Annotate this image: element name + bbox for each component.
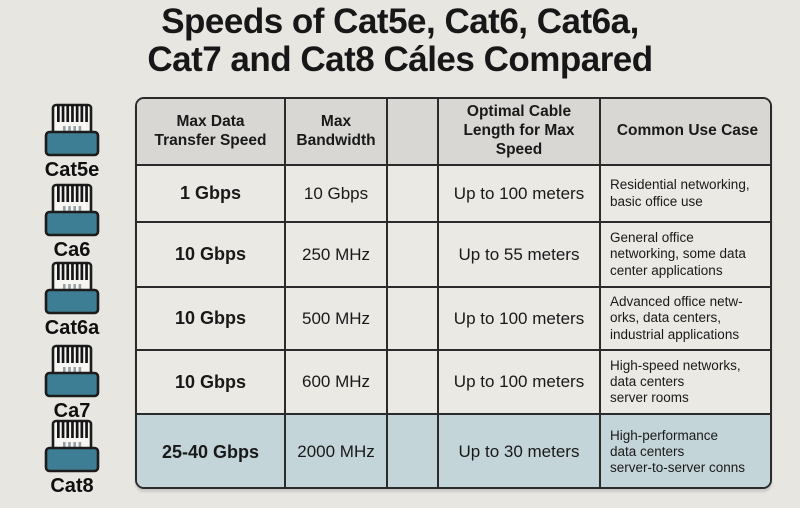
- cell-spacer: [386, 221, 439, 288]
- header-row: Max Data Transfer Speed Max Bandwidth Op…: [137, 99, 770, 166]
- cell-max-bandwidth: 250 MHz: [284, 221, 388, 288]
- cable-item-cat8: Cat8: [30, 419, 114, 498]
- table-row-cat8-highlighted: 25-40 Gbps 2000 MHz Up to 30 meters High…: [137, 413, 770, 487]
- title-line1: Speeds of Cat5e, Cat6, Cat6a,: [161, 2, 639, 41]
- cell-max-bandwidth: 500 MHz: [284, 286, 388, 351]
- cell-max-transfer-speed: 10 Gbps: [137, 221, 286, 288]
- cell-optimal-length: Up to 100 meters: [437, 349, 601, 415]
- page-title: Speeds of Cat5e, Cat6, Cat6a, Cat7 and C…: [0, 3, 800, 79]
- cell-spacer: [386, 164, 439, 223]
- rj45-connector-icon: [44, 183, 100, 237]
- rj45-connector-icon: [44, 419, 100, 473]
- cell-max-transfer-speed: 25-40 Gbps: [137, 413, 286, 487]
- comparison-table: Max Data Transfer Speed Max Bandwidth Op…: [135, 97, 772, 489]
- cable-item-cat6a: Cat6a: [30, 261, 114, 340]
- cable-label: Ca6: [53, 239, 91, 261]
- cell-spacer: [386, 286, 439, 351]
- cell-max-transfer-speed: 1 Gbps: [137, 164, 286, 223]
- cable-label: Cat8: [50, 475, 94, 497]
- table-row-cat5e: 1 Gbps 10 Gbps Up to 100 meters Resident…: [137, 164, 770, 223]
- header-cell-common-use-case: Common Use Case: [599, 99, 770, 166]
- cell-spacer: [386, 413, 439, 487]
- cell-optimal-length: Up to 30 meters: [437, 413, 601, 487]
- cell-spacer: [386, 349, 439, 415]
- cable-item-ca6: Ca6: [30, 183, 114, 262]
- cell-use-case: Advanced office netw- orks, data centers…: [599, 286, 770, 351]
- cell-max-bandwidth: 2000 MHz: [284, 413, 388, 487]
- cable-label: Cat6a: [44, 317, 100, 339]
- header-cell-max-data-transfer-speed: Max Data Transfer Speed: [137, 99, 286, 166]
- cable-label: Cat5e: [44, 159, 100, 181]
- cell-optimal-length: Up to 100 meters: [437, 286, 601, 351]
- cell-use-case: High-performance data centers server-to-…: [599, 413, 770, 487]
- cell-use-case: High-speed networks, data centers server…: [599, 349, 770, 415]
- table-row-ca7: 10 Gbps 600 MHz Up to 100 meters High-sp…: [137, 349, 770, 415]
- cell-use-case: Residential networking, basic office use: [599, 164, 770, 223]
- rj45-connector-icon: [44, 261, 100, 315]
- cell-max-transfer-speed: 10 Gbps: [137, 286, 286, 351]
- cable-item-ca7: Ca7: [30, 344, 114, 423]
- cell-max-bandwidth: 10 Gbps: [284, 164, 388, 223]
- cable-speed-table: Max Data Transfer Speed Max Bandwidth Op…: [137, 99, 770, 487]
- cell-use-case: General office networking, some data cen…: [599, 221, 770, 288]
- cell-optimal-length: Up to 55 meters: [437, 221, 601, 288]
- cell-optimal-length: Up to 100 meters: [437, 164, 601, 223]
- header-cell-max-bandwidth: Max Bandwidth: [284, 99, 388, 166]
- header-cell-spacer: [386, 99, 439, 166]
- cell-max-transfer-speed: 10 Gbps: [137, 349, 286, 415]
- rj45-connector-icon: [44, 103, 100, 157]
- cable-item-cat5e: Cat5e: [30, 103, 114, 182]
- title-line2: Cat7 and Cat8 Cáles Compared: [147, 40, 653, 79]
- table-row-ca6: 10 Gbps 250 MHz Up to 55 meters General …: [137, 221, 770, 288]
- header-cell-optimal-cable-length: Optimal Cable Length for Max Speed: [437, 99, 601, 166]
- rj45-connector-icon: [44, 344, 100, 398]
- table-row-cat6a: 10 Gbps 500 MHz Up to 100 meters Advance…: [137, 286, 770, 351]
- cell-max-bandwidth: 600 MHz: [284, 349, 388, 415]
- cable-label: Ca7: [53, 400, 91, 422]
